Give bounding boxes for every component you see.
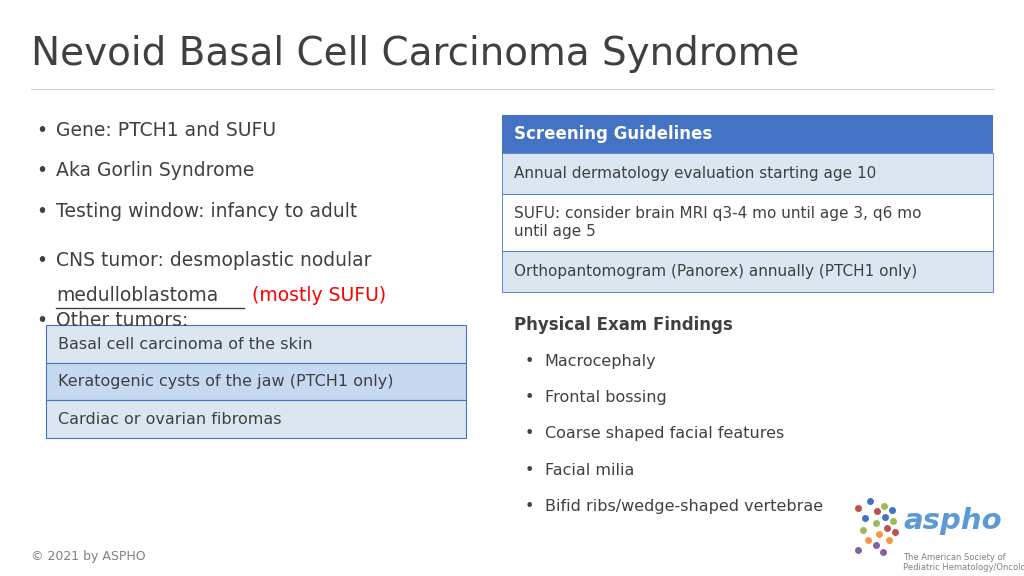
Text: •: •: [36, 311, 47, 330]
Text: SUFU: consider brain MRI q3-4 mo until age 3, q6 mo
until age 5: SUFU: consider brain MRI q3-4 mo until a…: [514, 206, 922, 238]
Text: Annual dermatology evaluation starting age 10: Annual dermatology evaluation starting a…: [514, 166, 877, 181]
Text: Basal cell carcinoma of the skin: Basal cell carcinoma of the skin: [58, 336, 313, 352]
Text: Bifid ribs/wedge-shaped vertebrae: Bifid ribs/wedge-shaped vertebrae: [545, 499, 823, 514]
Text: Facial milia: Facial milia: [545, 463, 634, 478]
FancyBboxPatch shape: [46, 325, 466, 363]
Text: Other tumors:: Other tumors:: [56, 311, 188, 330]
Text: •: •: [524, 463, 534, 478]
Text: Cardiac or ovarian fibromas: Cardiac or ovarian fibromas: [58, 411, 282, 427]
Text: •: •: [524, 354, 534, 369]
Text: aspho: aspho: [903, 507, 1001, 535]
FancyBboxPatch shape: [502, 194, 993, 251]
Text: •: •: [524, 390, 534, 405]
Text: © 2021 by ASPHO: © 2021 by ASPHO: [31, 550, 145, 563]
Text: Physical Exam Findings: Physical Exam Findings: [514, 316, 733, 334]
Text: Keratogenic cysts of the jaw (PTCH1 only): Keratogenic cysts of the jaw (PTCH1 only…: [58, 374, 394, 389]
Text: •: •: [524, 426, 534, 441]
FancyBboxPatch shape: [46, 400, 466, 438]
FancyBboxPatch shape: [502, 115, 993, 153]
Text: Orthopantomogram (Panorex) annually (PTCH1 only): Orthopantomogram (Panorex) annually (PTC…: [514, 264, 918, 279]
Text: •: •: [36, 121, 47, 140]
Text: Nevoid Basal Cell Carcinoma Syndrome: Nevoid Basal Cell Carcinoma Syndrome: [31, 35, 799, 73]
Text: •: •: [36, 202, 47, 221]
Text: •: •: [524, 499, 534, 514]
Text: The American Society of
Pediatric Hematology/Oncology: The American Society of Pediatric Hemato…: [903, 553, 1024, 573]
Text: Coarse shaped facial features: Coarse shaped facial features: [545, 426, 784, 441]
FancyBboxPatch shape: [502, 153, 993, 194]
Text: •: •: [36, 251, 47, 270]
Text: Testing window: infancy to adult: Testing window: infancy to adult: [56, 202, 357, 221]
Text: Frontal bossing: Frontal bossing: [545, 390, 667, 405]
Text: Screening Guidelines: Screening Guidelines: [514, 125, 713, 143]
Text: CNS tumor: desmoplastic nodular: CNS tumor: desmoplastic nodular: [56, 251, 372, 270]
Text: Macrocephaly: Macrocephaly: [545, 354, 656, 369]
Text: (mostly SUFU): (mostly SUFU): [246, 286, 386, 305]
FancyBboxPatch shape: [46, 363, 466, 400]
Text: •: •: [36, 161, 47, 180]
Text: Aka Gorlin Syndrome: Aka Gorlin Syndrome: [56, 161, 255, 180]
Text: Gene: PTCH1 and SUFU: Gene: PTCH1 and SUFU: [56, 121, 276, 140]
FancyBboxPatch shape: [502, 251, 993, 292]
Text: medulloblastoma: medulloblastoma: [56, 286, 218, 305]
